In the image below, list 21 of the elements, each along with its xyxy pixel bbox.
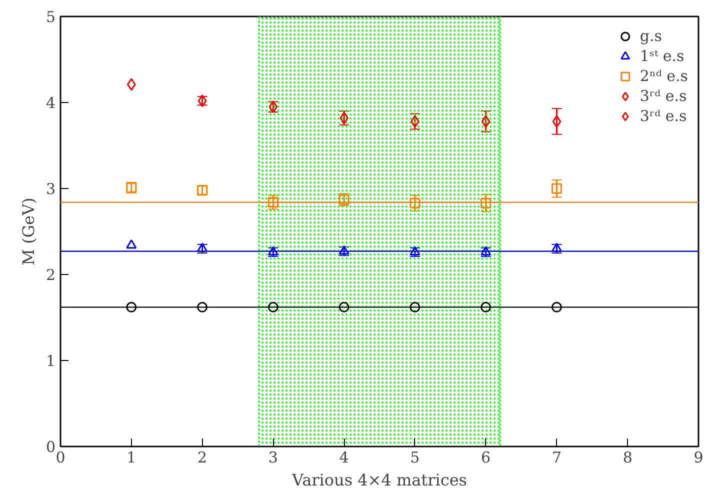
legend-label: 2ⁿᵈ e.s: [640, 67, 688, 85]
y-axis-title: M (GeV): [18, 198, 38, 266]
x-tick-label: 3: [268, 448, 278, 466]
y-tick-label: 4: [46, 94, 56, 112]
x-tick-label: 2: [198, 448, 208, 466]
y-tick-label: 3: [46, 180, 56, 198]
y-tick-label: 5: [46, 8, 56, 26]
x-tick-label: 6: [481, 448, 491, 466]
y-tick-label: 1: [46, 352, 56, 370]
legend-label: g.s: [640, 27, 662, 45]
x-tick-label: 7: [552, 448, 562, 466]
x-tick-label: 5: [410, 448, 420, 466]
legend-label: 3ʳᵈ e.s: [640, 87, 687, 105]
x-tick-label: 9: [694, 448, 704, 466]
x-axis-title: Various 4×4 matrices: [290, 470, 468, 490]
x-tick-label: 8: [622, 448, 632, 466]
x-tick-label: 1: [126, 448, 136, 466]
y-tick-label: 2: [46, 266, 56, 284]
legend-label: 1ˢᵗ e.s: [640, 47, 684, 65]
x-tick-label: 4: [339, 448, 349, 466]
legend-label: 3ʳᵈ e.s: [640, 107, 687, 125]
